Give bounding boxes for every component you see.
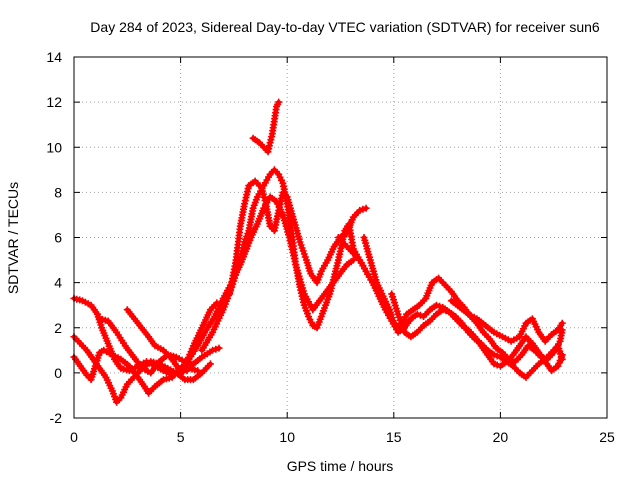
data-series-arc-12 [447,297,566,345]
y-tick-label: -2 [50,410,63,426]
series-markers [447,297,566,345]
x-tick-label: 20 [493,429,509,445]
data-series-arc-11 [388,290,566,375]
plus-markers [388,290,566,375]
data-series-arc-13 [249,98,283,156]
x-tick-label: 15 [386,429,402,445]
x-tick-label: 0 [70,429,78,445]
y-tick-label: 10 [46,139,62,155]
y-tick-label: 4 [54,275,62,291]
y-tick-label: 0 [54,365,62,381]
x-axis-label: GPS time / hours [287,458,394,474]
plus-markers [447,297,566,345]
y-tick-label: 8 [54,184,62,200]
y-tick-label: 6 [54,230,62,246]
series-markers [249,98,283,156]
plus-markers [249,98,283,156]
y-tick-label: 12 [46,94,62,110]
series-markers [388,290,566,375]
x-tick-label: 25 [599,429,615,445]
axis-ticks: 0 5 10 15 20 25 -2 0 2 4 6 8 10 12 14 [46,49,615,445]
y-tick-label: 2 [54,320,62,336]
y-tick-label: 14 [46,49,62,65]
y-axis-label: SDTVAR / TECUs [5,182,21,294]
chart-title: Day 284 of 2023, Sidereal Day-to-day VTE… [90,19,600,35]
series-layer [70,98,566,406]
x-tick-label: 5 [177,429,185,445]
x-tick-label: 10 [279,429,295,445]
